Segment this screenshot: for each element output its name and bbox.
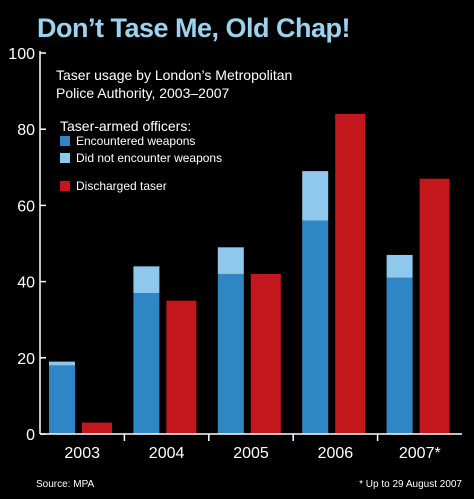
bar-not-encountered-0	[49, 361, 75, 366]
bars	[49, 113, 450, 435]
legend-heading: Taser-armed officers:	[60, 118, 191, 134]
bar-discharged-3	[335, 113, 366, 435]
legend-swatch-2	[60, 181, 70, 191]
chart-title: Don’t Tase Me, Old Chap!	[37, 13, 350, 43]
y-tick-label-5: 100	[8, 46, 35, 63]
legend-label-0: Encountered weapons	[76, 134, 195, 148]
bar-encountered-0	[49, 365, 75, 434]
legend: Encountered weapons Did not encounter wea…	[60, 134, 222, 193]
x-tick-label-1: 2004	[149, 445, 185, 462]
bar-encountered-3	[302, 220, 329, 434]
x-tick-label-2: 2005	[233, 445, 269, 462]
bar-not-encountered-2	[217, 247, 244, 274]
x-tick-label-3: 2006	[318, 445, 354, 462]
source-note: Source: MPA	[36, 479, 94, 490]
y-tick-label-4: 80	[17, 122, 35, 139]
bar-discharged-2	[250, 273, 281, 434]
legend-swatch-0	[60, 136, 70, 146]
bar-not-encountered-3	[302, 171, 329, 221]
bar-discharged-4	[419, 178, 450, 434]
legend-swatch-1	[60, 153, 70, 163]
chart-subtitle-line-2: Police Authority, 2003–2007	[56, 85, 230, 101]
bar-encountered-2	[217, 273, 244, 434]
x-axis: 2003 2004 2005 2006 2007*	[40, 433, 462, 462]
y-tick-label-2: 40	[17, 275, 35, 292]
legend-label-2: Discharged taser	[76, 179, 167, 193]
y-tick-label-0: 0	[26, 427, 35, 444]
bar-discharged-1	[166, 300, 197, 434]
x-tick-label-0: 2003	[64, 445, 100, 462]
y-tick-label-1: 20	[17, 351, 35, 368]
bar-encountered-4	[386, 277, 413, 434]
x-tick-label-4: 2007*	[399, 445, 441, 462]
bar-not-encountered-4	[386, 254, 413, 278]
legend-label-1: Did not encounter weapons	[76, 151, 222, 165]
y-axis: 0 20 40 60 80 100	[8, 46, 46, 444]
bar-not-encountered-1	[133, 266, 160, 294]
y-tick-label-3: 60	[17, 198, 35, 215]
bar-discharged-0	[82, 422, 112, 434]
footnote: * Up to 29 August 2007	[359, 479, 462, 490]
bar-encountered-1	[133, 293, 160, 434]
chart-subtitle-line-1: Taser usage by London’s Metropolitan	[56, 67, 292, 83]
